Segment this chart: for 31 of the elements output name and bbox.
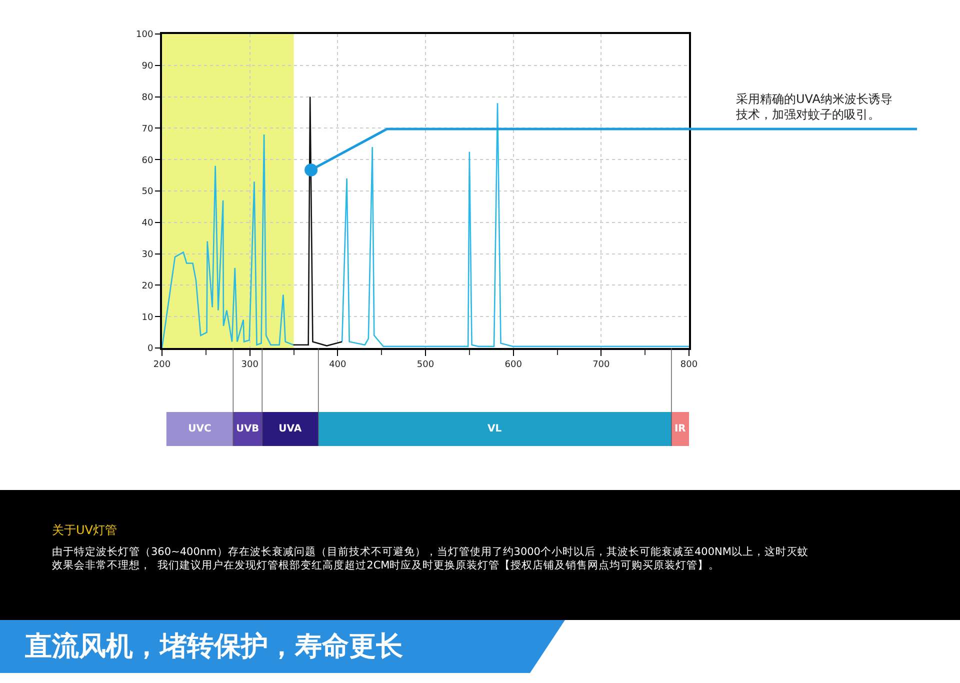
y-tick-label: 60 [142,156,154,166]
annotation: 由于特定波长灯管（360~400nm）存在波长衰减问题（目前技术不可避免），当灯管使用了约3000个小时以后，其波长可能衰减至400NM以上，这时灭蚊效果会非常不理想， 我们建议用户在发现灯管根部变红高度超过2CM时应及时更换原装灯管【授权店铺及销售网点均可购买原装灯管】。 [52,545,808,572]
text: 直流风机，堵转保护，寿命更长 [24,631,403,662]
y-tick-label: 90 [142,62,154,72]
y-tick-label: 10 [142,312,154,323]
series-label: UVC [188,424,212,434]
x-tick-label: 600 [504,360,522,370]
series-label: UVB [236,423,260,434]
x-tick-label: 300 [241,360,259,370]
text: 关于UV灯管 [52,523,117,537]
bar [262,412,318,446]
y-tick-label: 0 [147,344,154,354]
y-tick-label: 100 [136,30,154,40]
x-tick-label: 200 [153,360,171,370]
y-tick-label: 40 [142,218,154,229]
y-tick-label: 70 [142,124,154,134]
y-tick-label: 50 [142,187,154,198]
x-tick-label: 800 [680,360,698,370]
line-series [292,96,343,346]
series-label: IR [674,423,686,434]
y-tick-label: 20 [142,281,154,292]
series-label: UVA [278,424,302,434]
x-tick-label: 500 [416,360,434,370]
bar [166,412,234,446]
y-tick-label: 80 [142,92,154,103]
y-tick-label: 30 [142,250,154,260]
x-tick-label: 400 [329,360,347,370]
annotation: 采用精确的UVA纳米波长诱导技术，加强对蚊子的吸引。 [735,92,892,122]
bar [318,412,672,446]
series-label: VL [488,424,502,434]
x-tick-label: 700 [592,360,610,370]
